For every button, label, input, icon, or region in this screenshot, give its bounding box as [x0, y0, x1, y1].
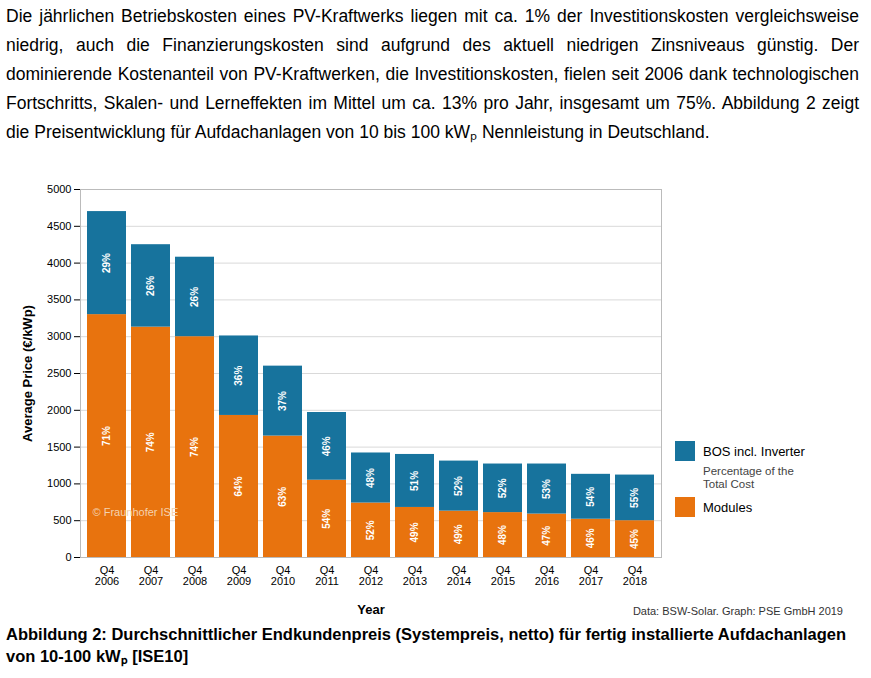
html-text:Die jährlichen Betriebskosten: Die jährlichen Betriebskosten eines PV-K… — [6, 6, 859, 142]
svg-text:74%: 74% — [145, 432, 156, 452]
svg-text:45%: 45% — [629, 529, 640, 549]
svg-text:48%: 48% — [365, 468, 376, 488]
svg-text:46%: 46% — [585, 528, 596, 548]
svg-text:63%: 63% — [277, 487, 288, 507]
svg-text:5000: 5000 — [47, 183, 71, 195]
svg-text:49%: 49% — [453, 524, 464, 544]
svg-text:Q42018: Q42018 — [623, 564, 647, 587]
svg-text:Q42017: Q42017 — [579, 564, 603, 587]
svg-text:500: 500 — [53, 514, 71, 526]
svg-text:48%: 48% — [497, 525, 508, 545]
svg-text:Year: Year — [357, 602, 384, 617]
svg-text:52%: 52% — [453, 476, 464, 496]
svg-text:37%: 37% — [277, 391, 288, 411]
svg-text:Q42009: Q42009 — [227, 564, 251, 587]
html-text:Abbildung 2: Durchschnittliche: Abbildung 2: Durchschnittlicher Endkunde… — [6, 625, 847, 665]
svg-text:64%: 64% — [233, 476, 244, 496]
svg-text:46%: 46% — [321, 436, 332, 456]
svg-text:1500: 1500 — [47, 441, 71, 453]
svg-text:55%: 55% — [629, 488, 640, 508]
svg-text:Q42008: Q42008 — [183, 564, 207, 587]
svg-text:47%: 47% — [541, 526, 552, 546]
svg-text:0: 0 — [65, 551, 71, 563]
svg-text:Q42012: Q42012 — [359, 564, 383, 587]
svg-text:Q42013: Q42013 — [403, 564, 427, 587]
svg-text:3000: 3000 — [47, 330, 71, 342]
html-text:Modules: Modules — [703, 499, 753, 515]
svg-text:© Fraunhofer ISE: © Fraunhofer ISE — [93, 506, 179, 518]
svg-text:54%: 54% — [585, 487, 596, 507]
svg-text:52%: 52% — [497, 478, 508, 498]
svg-text:Average Price (€/kWp): Average Price (€/kWp) — [20, 305, 35, 442]
svg-text:36%: 36% — [233, 366, 244, 386]
svg-text:4000: 4000 — [47, 257, 71, 269]
svg-text:1000: 1000 — [47, 477, 71, 489]
svg-text:26%: 26% — [189, 287, 200, 307]
svg-text:3500: 3500 — [47, 293, 71, 305]
svg-text:29%: 29% — [101, 253, 112, 273]
svg-text:54%: 54% — [321, 509, 332, 529]
svg-text:2000: 2000 — [47, 404, 71, 416]
svg-text:51%: 51% — [409, 471, 420, 491]
svg-text:Q42015: Q42015 — [491, 564, 515, 587]
svg-text:4500: 4500 — [47, 220, 71, 232]
svg-text:49%: 49% — [409, 522, 420, 542]
svg-text:53%: 53% — [541, 479, 552, 499]
svg-text:74%: 74% — [189, 437, 200, 457]
svg-text:Q42011: Q42011 — [315, 564, 339, 587]
svg-text:Q42016: Q42016 — [535, 564, 559, 587]
svg-text:26%: 26% — [145, 276, 156, 296]
svg-text:Q42014: Q42014 — [447, 564, 471, 587]
html-text:Percentage of the Total Cost: Percentage of the Total Cost — [703, 465, 794, 490]
svg-text:71%: 71% — [101, 426, 112, 446]
svg-text:Q42006: Q42006 — [95, 564, 119, 587]
svg-text:52%: 52% — [365, 520, 376, 540]
svg-text:2500: 2500 — [47, 367, 71, 379]
html-text:BOS incl. Inverter: BOS incl. Inverter — [703, 443, 805, 459]
html-text:Data: BSW-Solar. Graph: PSE Gm: Data: BSW-Solar. Graph: PSE GmbH 2019 — [632, 605, 843, 617]
svg-text:Q42010: Q42010 — [271, 564, 295, 587]
svg-text:Q42007: Q42007 — [139, 564, 163, 587]
